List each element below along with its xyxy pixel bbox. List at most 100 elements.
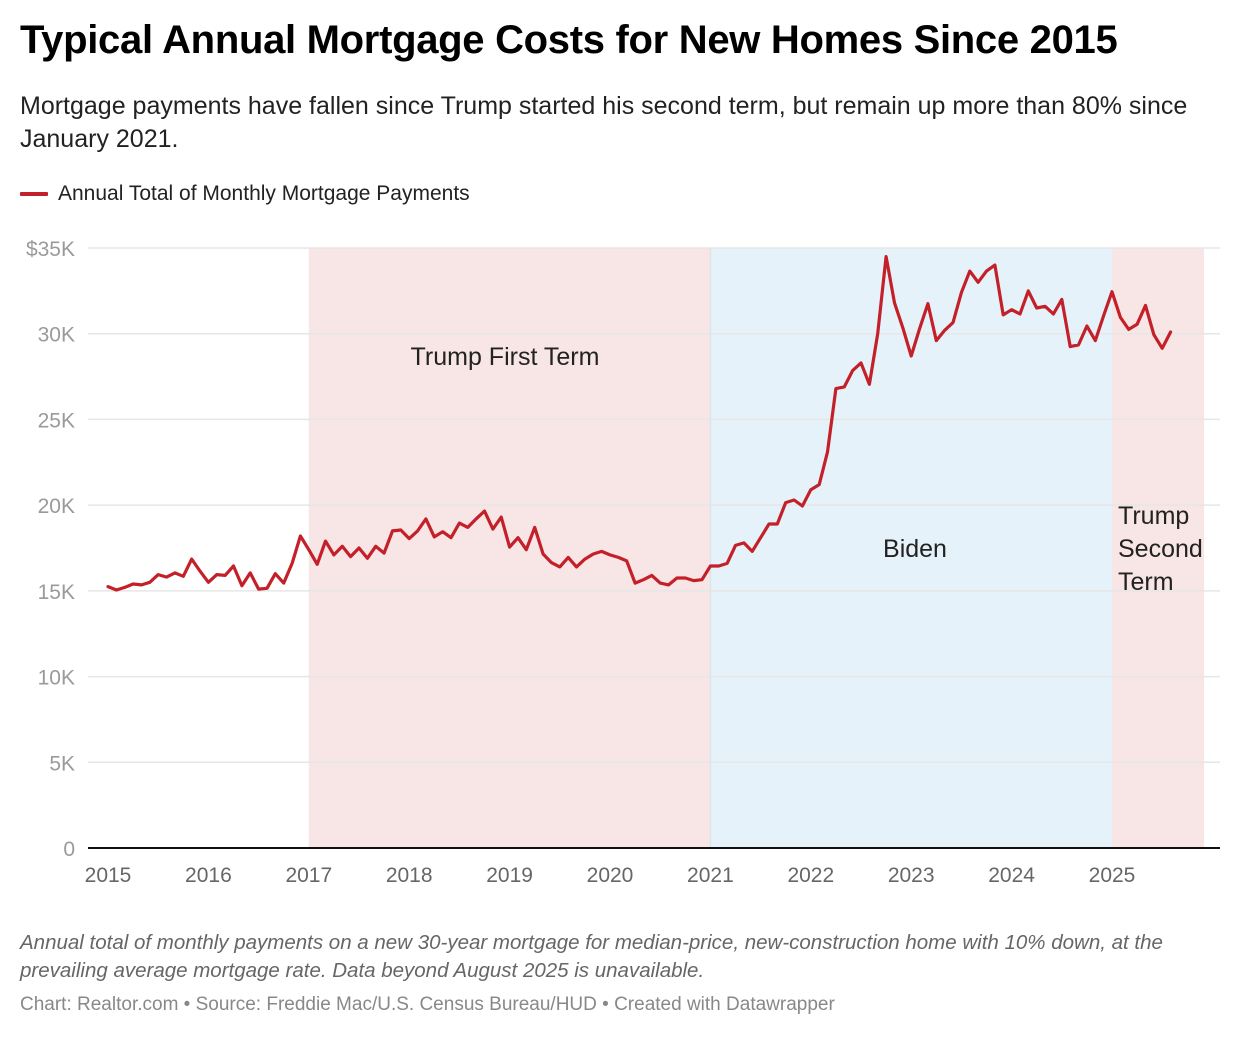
data-point bbox=[1143, 303, 1148, 308]
data-point bbox=[164, 575, 169, 580]
data-point bbox=[1093, 338, 1098, 343]
data-point bbox=[691, 578, 696, 583]
data-point bbox=[156, 572, 161, 577]
data-point bbox=[231, 564, 236, 569]
y-tick-label: 15K bbox=[38, 581, 75, 604]
y-tick-label: 5K bbox=[49, 752, 75, 775]
x-tick-label: 2016 bbox=[185, 864, 232, 887]
annotation-trump-second-term: Trump Second Term bbox=[1118, 502, 1203, 596]
data-point bbox=[1135, 322, 1140, 327]
data-point bbox=[900, 325, 905, 330]
data-point bbox=[1110, 289, 1115, 294]
x-tick-label: 2017 bbox=[285, 864, 332, 887]
period-annotations: Trump First Term Biden Trump Second Term bbox=[411, 343, 1203, 596]
data-point bbox=[833, 386, 838, 391]
data-point bbox=[633, 581, 638, 586]
x-tick-label: 2019 bbox=[486, 864, 533, 887]
data-point bbox=[674, 576, 679, 581]
data-point bbox=[198, 569, 203, 574]
data-point bbox=[666, 582, 671, 587]
data-point bbox=[582, 557, 587, 562]
data-point bbox=[407, 536, 412, 541]
x-tick-label: 2015 bbox=[85, 864, 132, 887]
data-point bbox=[265, 586, 270, 591]
data-point bbox=[1160, 346, 1165, 351]
data-point bbox=[181, 574, 186, 579]
data-point bbox=[616, 555, 621, 560]
data-point bbox=[223, 573, 228, 578]
chart-notes: Annual total of monthly payments on a ne… bbox=[20, 931, 1163, 982]
data-point bbox=[683, 576, 688, 581]
x-axis-labels: 2015 2016 2017 2018 2019 2020 2021 2022 2023 2024… bbox=[85, 864, 1136, 887]
data-point bbox=[934, 338, 939, 343]
series-line bbox=[106, 255, 1173, 592]
data-point bbox=[273, 571, 278, 576]
data-point bbox=[892, 300, 897, 305]
chart-subtitle: Mortgage payments have fallen since Trum… bbox=[20, 92, 1188, 153]
y-tick-label: 20K bbox=[38, 495, 75, 518]
data-point bbox=[1009, 307, 1014, 312]
data-point bbox=[909, 354, 914, 359]
data-point bbox=[1018, 312, 1023, 317]
data-point bbox=[398, 528, 403, 533]
data-point bbox=[574, 564, 579, 569]
data-point bbox=[1101, 313, 1106, 318]
legend: Annual Total of Monthly Mortgage Payment… bbox=[20, 182, 470, 206]
data-point bbox=[566, 555, 571, 560]
data-point bbox=[1026, 288, 1031, 293]
data-point bbox=[474, 516, 479, 521]
x-tick-label: 2024 bbox=[988, 864, 1035, 887]
legend-label: Annual Total of Monthly Mortgage Payment… bbox=[58, 182, 470, 205]
data-point bbox=[315, 562, 320, 567]
data-point bbox=[1076, 342, 1081, 347]
data-point bbox=[214, 572, 219, 577]
data-point bbox=[867, 382, 872, 387]
data-point bbox=[608, 552, 613, 557]
data-point bbox=[884, 254, 889, 259]
data-point bbox=[1043, 304, 1048, 309]
data-point bbox=[917, 326, 922, 331]
data-point bbox=[172, 570, 177, 575]
data-point bbox=[131, 582, 136, 587]
data-point bbox=[423, 516, 428, 521]
data-point bbox=[147, 580, 152, 585]
data-point bbox=[348, 554, 353, 559]
data-point bbox=[457, 521, 462, 526]
data-point bbox=[340, 544, 345, 549]
data-point bbox=[331, 552, 336, 557]
data-point bbox=[984, 269, 989, 274]
x-tick-label: 2018 bbox=[386, 864, 433, 887]
y-tick-label: 10K bbox=[38, 667, 75, 690]
series-layer bbox=[106, 254, 1173, 593]
data-point bbox=[741, 540, 746, 545]
x-tick-label: 2022 bbox=[787, 864, 834, 887]
data-point bbox=[1126, 327, 1131, 332]
data-point bbox=[800, 504, 805, 509]
data-point bbox=[775, 522, 780, 527]
data-point bbox=[1051, 312, 1056, 317]
data-point bbox=[792, 498, 797, 503]
data-point bbox=[817, 482, 822, 487]
data-point bbox=[976, 280, 981, 285]
gridlines bbox=[88, 247, 1220, 849]
annotation-biden: Biden bbox=[883, 535, 947, 563]
data-point bbox=[541, 552, 546, 557]
data-point bbox=[967, 269, 972, 274]
data-point bbox=[114, 588, 119, 593]
data-point bbox=[825, 450, 830, 455]
data-point bbox=[1168, 330, 1173, 335]
data-point bbox=[850, 368, 855, 373]
data-point bbox=[516, 535, 521, 540]
data-point bbox=[373, 544, 378, 549]
data-point bbox=[649, 573, 654, 578]
data-point bbox=[733, 543, 738, 548]
y-tick-label: 30K bbox=[38, 324, 75, 347]
data-point bbox=[524, 547, 529, 552]
data-point bbox=[925, 301, 930, 306]
data-point bbox=[382, 551, 387, 556]
y-axis-labels: 0 5K 10K 15K 20K 25K 30K $35K bbox=[26, 238, 75, 861]
shaded-period-biden bbox=[710, 248, 1112, 848]
data-point bbox=[783, 500, 788, 505]
data-point bbox=[532, 525, 537, 530]
data-point bbox=[490, 527, 495, 532]
